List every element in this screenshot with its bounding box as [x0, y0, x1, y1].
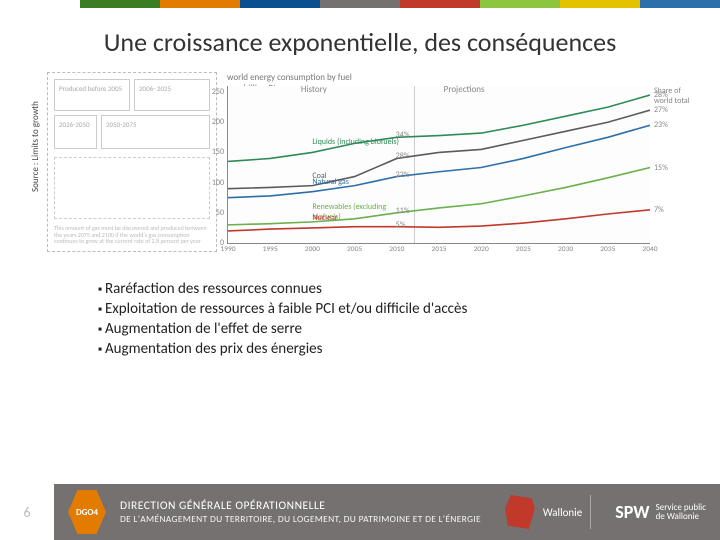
bullet-item: Exploitation de ressources à faible PCI …: [98, 300, 670, 318]
page-title: Une croissance exponentielle, des conséq…: [0, 8, 720, 66]
top-color-bar: [0, 0, 720, 8]
wallonie-text: Wallonie: [543, 506, 582, 519]
wallonie-logo: Wallonie: [505, 495, 591, 529]
footer-text: DIRECTION GÉNÉRALE OPÉRATIONNELLE DE L'A…: [120, 499, 481, 525]
page-number: 6: [0, 484, 54, 540]
rooster-icon: [505, 495, 535, 529]
bullet-item: Augmentation des prix des énergies: [98, 340, 670, 358]
hex-badge: DGO4: [68, 490, 106, 534]
spw-small: Service public de Wallonie: [656, 503, 706, 521]
spw-logo: SPW Service public de Wallonie: [605, 501, 706, 523]
footer-bar: 6 DGO4 DIRECTION GÉNÉRALE OPÉRATIONNELLE…: [0, 484, 720, 540]
energy-chart: world energy consumption by fuel quadril…: [177, 72, 690, 262]
source-label: Source : Limits to growth: [30, 72, 41, 222]
footer-line1: DIRECTION GÉNÉRALE OPÉRATIONNELLE: [120, 499, 481, 513]
bullet-item: Raréfaction des ressources connues: [98, 280, 670, 298]
spw-big: SPW: [615, 501, 649, 523]
lf-box: Produced before 2005: [54, 79, 130, 111]
lf-box: 2026-2050: [54, 115, 97, 149]
bullet-item: Augmentation de l'effet de serre: [98, 320, 670, 338]
bullet-list: Raréfaction des ressources connues Exploi…: [98, 280, 670, 358]
figure-row: Source : Limits to growth Produced befor…: [30, 72, 690, 262]
chart-title: world energy consumption by fuel: [227, 72, 352, 83]
footer-line2: DE L'AMÉNAGEMENT DU TERRITOIRE, DU LOGEM…: [120, 513, 481, 525]
